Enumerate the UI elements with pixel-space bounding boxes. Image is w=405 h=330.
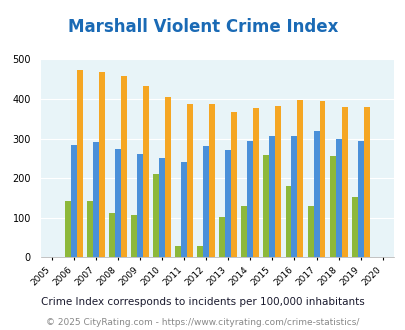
Bar [77, 71, 83, 257]
Bar [253, 108, 259, 257]
Bar [225, 150, 231, 257]
Text: © 2025 CityRating.com - https://www.cityrating.com/crime-statistics/: © 2025 CityRating.com - https://www.city… [46, 318, 359, 327]
Bar [307, 206, 313, 257]
Bar [109, 213, 115, 257]
Bar [65, 201, 70, 257]
Bar [136, 154, 143, 257]
Bar [98, 72, 104, 257]
Bar [319, 101, 325, 257]
Bar [159, 158, 164, 257]
Bar [197, 246, 202, 257]
Bar [219, 216, 225, 257]
Bar [121, 77, 126, 257]
Bar [115, 148, 121, 257]
Bar [269, 136, 275, 257]
Bar [275, 106, 281, 257]
Bar [351, 197, 357, 257]
Bar [341, 107, 347, 257]
Bar [297, 100, 303, 257]
Bar [357, 141, 363, 257]
Bar [153, 174, 159, 257]
Bar [181, 162, 187, 257]
Bar [231, 113, 237, 257]
Bar [131, 214, 136, 257]
Bar [285, 186, 291, 257]
Bar [291, 136, 297, 257]
Bar [143, 86, 149, 257]
Bar [241, 206, 247, 257]
Bar [164, 97, 171, 257]
Bar [209, 104, 215, 257]
Bar [329, 156, 335, 257]
Bar [263, 155, 269, 257]
Bar [363, 107, 369, 257]
Bar [70, 145, 77, 257]
Text: Marshall Violent Crime Index: Marshall Violent Crime Index [68, 18, 337, 36]
Bar [175, 246, 181, 257]
Text: Crime Index corresponds to incidents per 100,000 inhabitants: Crime Index corresponds to incidents per… [41, 297, 364, 307]
Bar [187, 104, 192, 257]
Bar [87, 201, 93, 257]
Bar [202, 146, 209, 257]
Bar [93, 142, 98, 257]
Bar [335, 139, 341, 257]
Bar [247, 141, 253, 257]
Bar [313, 131, 319, 257]
